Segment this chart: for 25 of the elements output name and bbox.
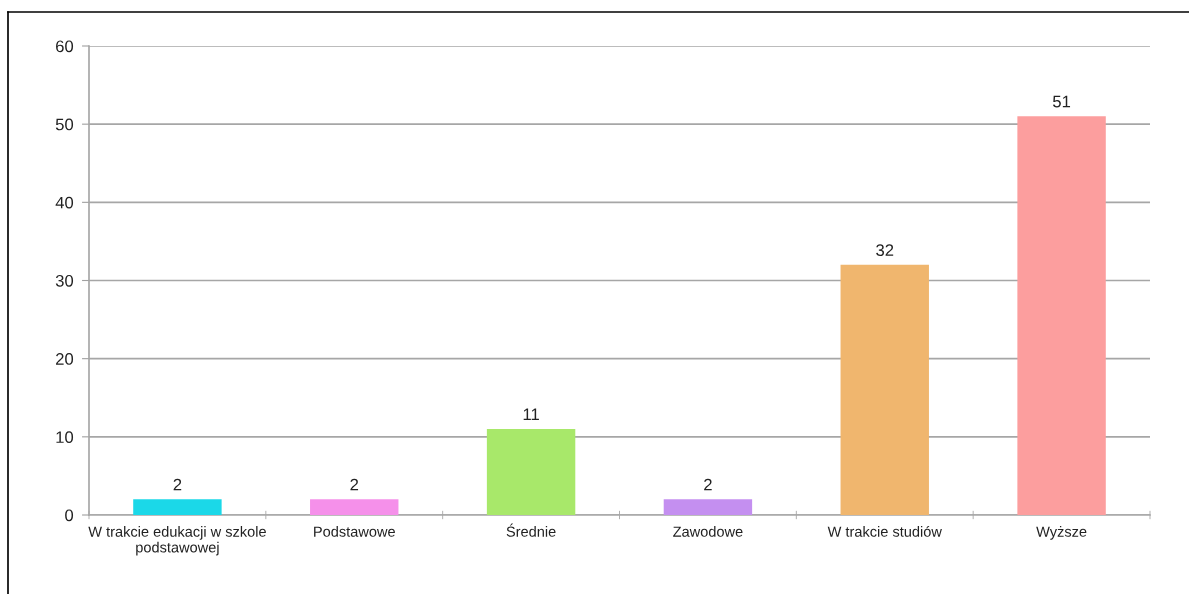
- bar: [486, 429, 576, 515]
- x-tick-label: Podstawowe: [314, 526, 395, 537]
- x-tick-label: Średnie: [506, 523, 556, 537]
- data-label: 2: [173, 478, 182, 491]
- data-label: 11: [523, 408, 539, 420]
- bar: [840, 264, 929, 515]
- y-tick-label: 50: [55, 118, 74, 131]
- data-label: 51: [1052, 95, 1071, 108]
- x-tick-label: W trakcie edukacji w szkole podstawowej: [88, 526, 266, 556]
- y-tick-label: 0: [65, 509, 74, 522]
- y-tick-label: 20: [56, 353, 74, 365]
- y-tick-label: 10: [56, 431, 74, 444]
- x-tick-label: W trakcie studiów: [827, 525, 942, 537]
- bar: [1017, 116, 1106, 515]
- data-label: 2: [350, 478, 359, 491]
- data-label: 32: [876, 244, 894, 257]
- y-tick-label: 60: [56, 40, 74, 53]
- y-tick-label: 30: [55, 274, 74, 287]
- data-label: 2: [704, 478, 712, 491]
- bar: [663, 499, 753, 515]
- x-tick-label: Wyższe: [1036, 526, 1087, 540]
- bar: [133, 499, 222, 515]
- bar: [310, 499, 399, 515]
- x-tick-label: Zawodowe: [673, 526, 743, 537]
- y-tick-label: 40: [55, 196, 74, 209]
